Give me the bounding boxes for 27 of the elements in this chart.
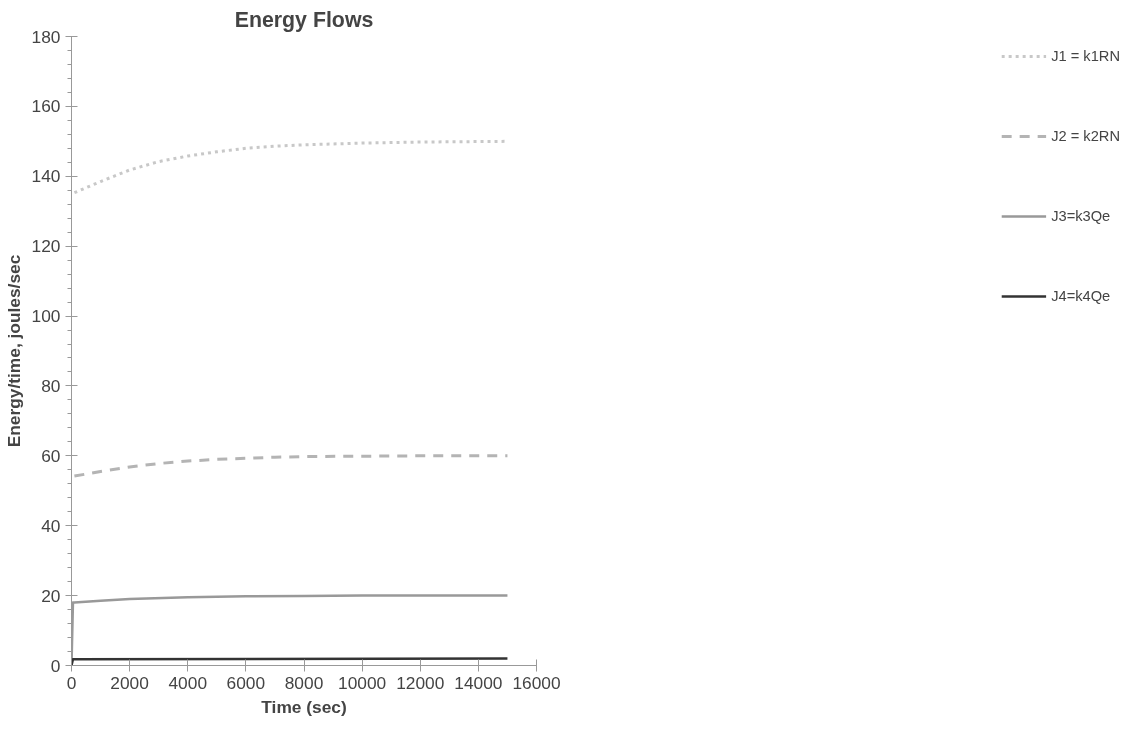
y-tick-label: 160	[31, 96, 61, 117]
x-tick-label: 6000	[226, 672, 266, 693]
x-tick-label: 2000	[110, 672, 149, 693]
y-tick-label: 40	[41, 515, 61, 536]
y-tick-label: 0	[50, 655, 61, 676]
legend-label: J2 = k2RN	[1051, 128, 1120, 144]
x-tick-label: 0	[66, 672, 77, 693]
x-tick-label: 10000	[338, 672, 387, 693]
legend-label: J4=k4Qe	[1051, 288, 1111, 304]
legend-label: J1 = k1RN	[1051, 48, 1120, 64]
y-tick-label: 60	[41, 445, 61, 466]
y-axis-title: Energy/time, joules/sec	[3, 254, 24, 448]
x-tick-label: 12000	[396, 672, 445, 693]
x-tick-label: 8000	[284, 672, 324, 693]
x-tick-label: 4000	[168, 672, 208, 693]
x-tick-label: 16000	[512, 672, 561, 693]
y-tick-label: 80	[41, 375, 61, 396]
x-axis-title: Time (sec)	[261, 696, 347, 717]
x-tick-label: 14000	[454, 672, 503, 693]
chart-title: Energy Flows	[234, 7, 374, 32]
line-series	[72, 454, 509, 478]
y-tick-label: 140	[31, 166, 61, 187]
legend-label: J3=k3Qe	[1051, 208, 1111, 224]
y-tick-label: 100	[31, 306, 61, 327]
y-tick-label: 20	[41, 585, 61, 606]
y-tick-label: 180	[31, 26, 61, 47]
y-tick-label: 120	[31, 236, 61, 257]
